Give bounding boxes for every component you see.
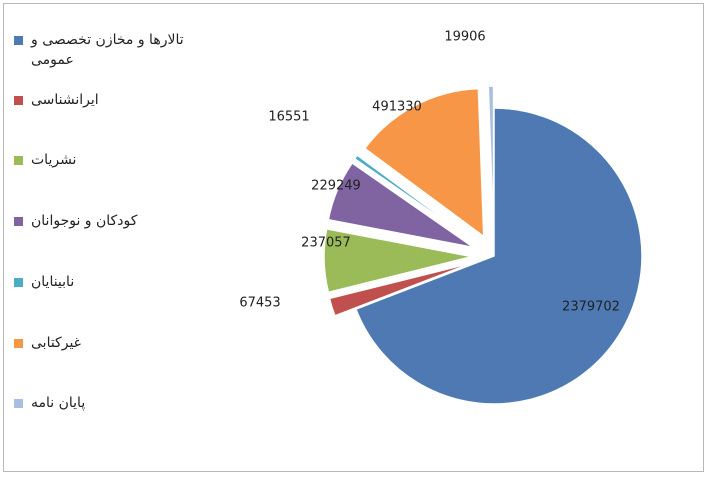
legend-item: تالارها و مخازن تخصصی و عمومی: [14, 30, 234, 70]
pie-slice-value-label: 67453: [239, 296, 280, 311]
legend-swatch: [14, 36, 23, 45]
pie-slice: [353, 154, 477, 244]
pie-slice: [487, 85, 495, 235]
pie-slice: [354, 107, 643, 405]
pie-slice: [363, 87, 485, 239]
legend-label: نشریات: [31, 152, 77, 168]
legend-swatch: [14, 217, 23, 226]
pie-slice: [328, 261, 474, 317]
legend-item: نشریات: [14, 150, 234, 170]
legend-label: نابینایان: [31, 274, 75, 290]
legend-swatch: [14, 339, 23, 348]
legend-item: کودکان و نوجوانان: [14, 211, 234, 231]
legend-item: غیرکتابی: [14, 333, 234, 353]
pie-slice: [323, 227, 473, 294]
legend-label: کودکان و نوجوانان: [31, 213, 138, 229]
pie-slice: [327, 161, 475, 249]
legend-item: ایرانشناسی: [14, 90, 234, 110]
legend-item: پایان نامه: [14, 393, 234, 413]
legend-label: پایان نامه: [31, 395, 86, 411]
legend-item: نابینایان: [14, 272, 234, 292]
pie-slice-value-label: 229249: [311, 179, 361, 194]
pie-slice-value-label: 16551: [268, 110, 309, 125]
legend-label: ایرانشناسی: [31, 92, 99, 108]
legend-swatch: [14, 399, 23, 408]
legend-swatch: [14, 278, 23, 287]
legend-swatch: [14, 156, 23, 165]
pie-slice-value-label: 19906: [444, 30, 485, 45]
legend-label: غیرکتابی: [31, 335, 81, 351]
pie-slice-value-label: 237057: [301, 236, 351, 251]
pie-slice-value-label: 2379702: [562, 300, 620, 315]
legend-swatch: [14, 96, 23, 105]
legend-label: تالارها و مخازن تخصصی و عمومی: [31, 32, 184, 68]
pie-slice-value-label: 491330: [372, 100, 422, 115]
